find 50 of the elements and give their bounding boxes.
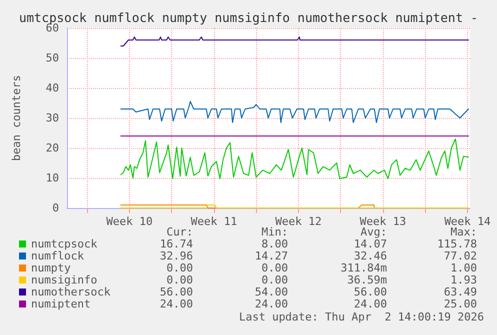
text: 0.00: [262, 262, 288, 274]
legend-label: numothersock: [31, 286, 111, 298]
legend-label: numflock: [31, 250, 84, 262]
text: Min:: [262, 226, 288, 238]
x-tick-label: Week 14: [444, 215, 492, 228]
text: 0.00: [262, 274, 288, 286]
legend-label: numtcpsock: [31, 238, 98, 250]
text: 8.00: [262, 238, 288, 250]
text: 77.02: [444, 250, 477, 262]
x-tick-label: Week 13: [360, 215, 406, 228]
text: 36.59m: [347, 274, 388, 286]
line-series: [120, 138, 469, 180]
legend-label: numsiginfo: [31, 274, 98, 286]
legend-label: numiptent: [31, 298, 91, 310]
line-series: [120, 101, 469, 123]
text: 115.78: [437, 238, 477, 250]
text: Max:: [450, 226, 477, 238]
legend-label: numpty: [31, 262, 72, 274]
y-tick-label: 40: [46, 82, 59, 94]
text: 63.49: [444, 286, 477, 298]
x-tick-label: Week 11: [190, 215, 238, 228]
y-tick-label: 0: [52, 202, 59, 214]
y-tick-label: 20: [46, 142, 59, 154]
text: Last update: Thu Apr 2 14:00:19 2026: [238, 310, 484, 324]
text: 32.96: [160, 250, 193, 262]
text: Avg:: [360, 226, 387, 238]
text: 56.00: [160, 286, 193, 298]
text: 311.84m: [340, 262, 388, 274]
text: 16.74: [160, 238, 194, 250]
x-tick-label: Week 12: [275, 215, 322, 228]
text: 54.00: [254, 286, 288, 298]
text: 0.00: [166, 262, 193, 274]
x-tick-label: Week 10: [106, 215, 153, 228]
text: 24.00: [254, 298, 288, 310]
text: 1.00: [450, 262, 477, 274]
y-axis-title: bean counters: [10, 74, 23, 162]
text: 24.00: [354, 298, 387, 310]
text: Cur:: [166, 226, 193, 238]
text: 25.00: [444, 298, 477, 310]
text: 14.07: [354, 238, 387, 250]
text: 32.46: [354, 250, 387, 262]
line-series: [120, 36, 469, 46]
y-tick-label: 10: [46, 172, 59, 184]
text: 14.27: [254, 250, 288, 262]
text: 56.00: [354, 286, 387, 298]
text: 24.00: [160, 298, 193, 310]
text: 1.93: [450, 274, 477, 286]
y-tick-label: 50: [46, 52, 59, 64]
text: 0.00: [166, 274, 193, 286]
y-tick-label: 30: [46, 112, 59, 124]
